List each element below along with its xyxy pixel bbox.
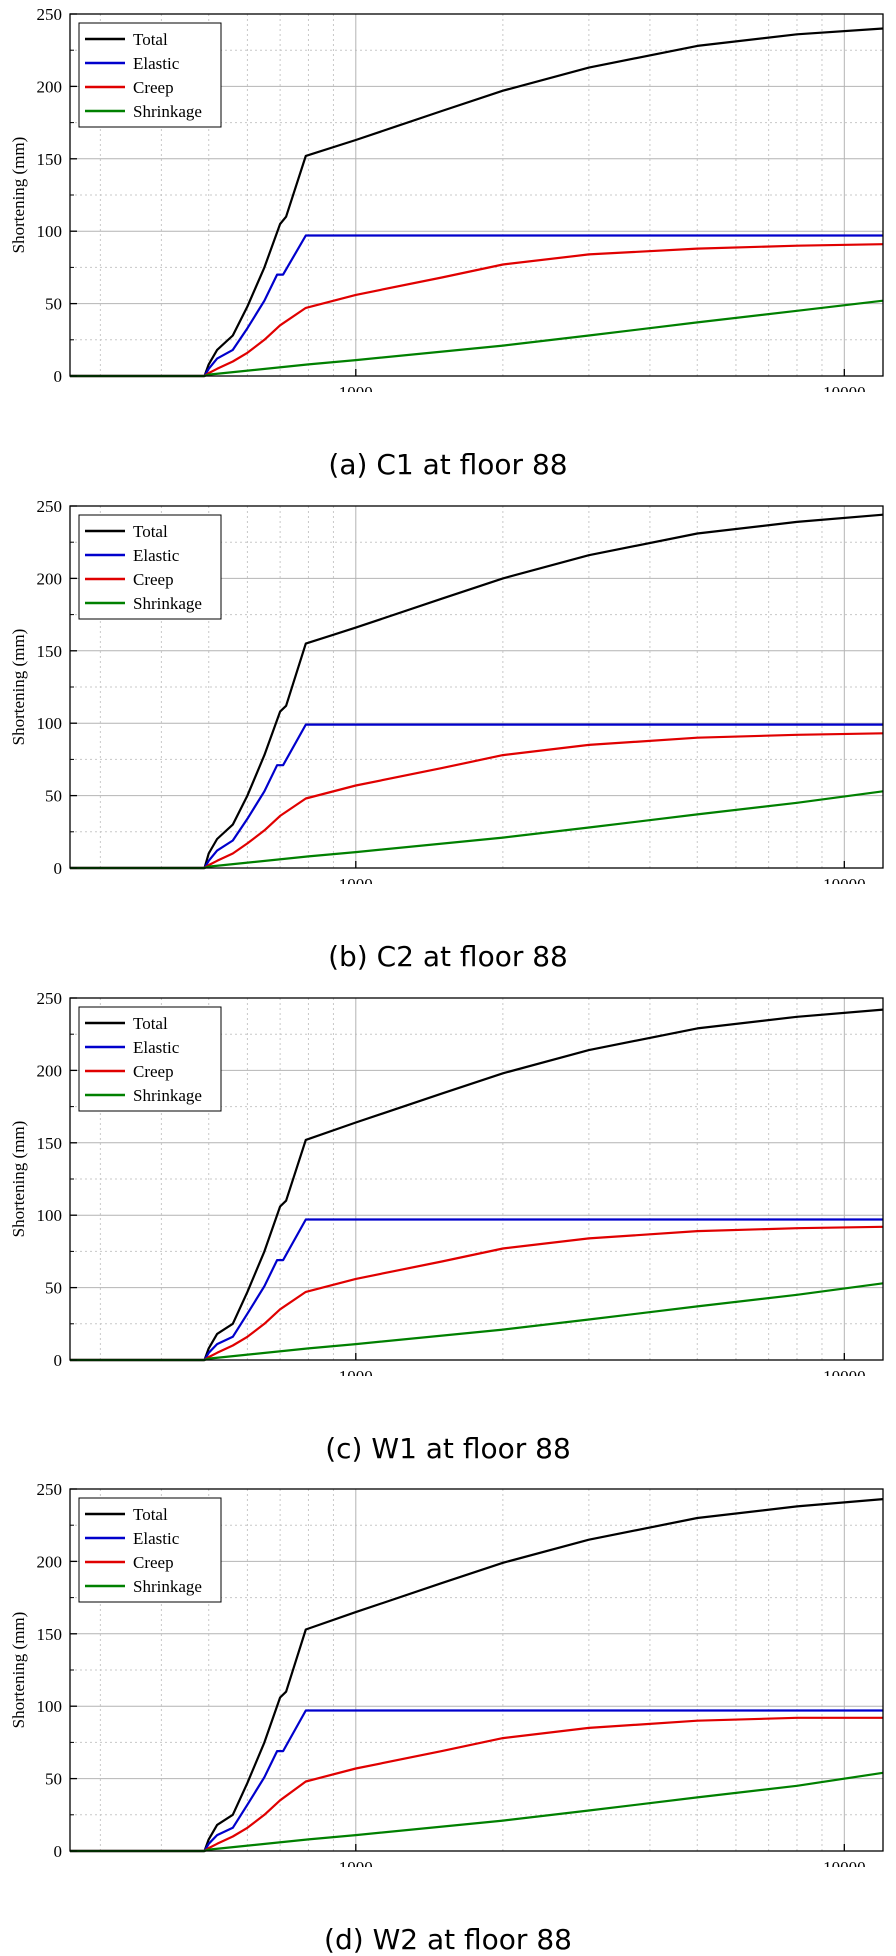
legend-label-shrinkage: Shrinkage [133, 102, 202, 121]
series-line-elastic [70, 723, 883, 870]
legend-label-shrinkage: Shrinkage [133, 1577, 202, 1596]
series-line-shrinkage [70, 1771, 884, 1853]
y-tick-label: 250 [37, 497, 63, 516]
chart-svg-c: 050100150200250100010000time in daysShor… [9, 989, 884, 1376]
y-tick-label: 250 [37, 989, 63, 1008]
y-axis-label: Shortening (mm) [9, 629, 28, 746]
y-axis-label: Shortening (mm) [9, 137, 28, 254]
y-tick-label: 0 [54, 367, 63, 386]
series-line-creep [70, 243, 884, 378]
legend-label-elastic: Elastic [133, 54, 180, 73]
series-line-total [70, 1498, 884, 1853]
legend-label-total: Total [133, 30, 168, 49]
y-tick-label: 150 [37, 642, 63, 661]
series-line-elastic [70, 1709, 883, 1853]
legend-label-total: Total [133, 1505, 168, 1524]
y-tick-label: 150 [37, 1134, 63, 1153]
series-line-shrinkage [70, 299, 884, 378]
series-line-total [70, 513, 884, 870]
x-tick-label: 1000 [339, 383, 373, 392]
x-tick-label: 1000 [339, 1367, 373, 1376]
series-line-elastic [70, 234, 883, 378]
legend-box [78, 1006, 222, 1112]
legend-label-shrinkage: Shrinkage [133, 1086, 202, 1105]
y-tick-label: 50 [45, 295, 62, 314]
chart-panel-d: 050100150200250100010000time in daysShor… [0, 1475, 896, 1956]
chart-caption-d: (d) W2 at floor 88 [324, 1923, 572, 1956]
y-tick-label: 150 [37, 1625, 63, 1644]
legend-label-elastic: Elastic [133, 1529, 180, 1548]
chart-panel-c: 050100150200250100010000time in daysShor… [0, 984, 896, 1465]
series-line-total [70, 27, 884, 378]
series-line-elastic [70, 1218, 883, 1362]
series-line-creep [70, 732, 884, 870]
x-tick-label: 10000 [823, 1858, 866, 1867]
legend-box [78, 1497, 222, 1603]
series-line-creep [70, 1225, 884, 1362]
chart-panel-a: 050100150200250100010000time in daysShor… [0, 0, 896, 481]
legend-label-total: Total [133, 522, 168, 541]
chart-svg-a: 050100150200250100010000time in daysShor… [9, 5, 884, 392]
y-tick-label: 100 [37, 714, 63, 733]
x-tick-label: 10000 [823, 875, 866, 884]
y-tick-label: 100 [37, 1697, 63, 1716]
series-line-shrinkage [70, 1282, 884, 1362]
series-line-shrinkage [70, 790, 884, 870]
y-tick-label: 250 [37, 1480, 63, 1499]
legend-label-elastic: Elastic [133, 546, 180, 565]
x-tick-label: 10000 [823, 383, 866, 392]
y-tick-label: 250 [37, 5, 63, 24]
y-tick-label: 0 [54, 859, 63, 878]
y-tick-label: 100 [37, 222, 63, 241]
legend-label-creep: Creep [133, 570, 174, 589]
chart-panel-b: 050100150200250100010000time in daysShor… [0, 492, 896, 973]
legend-label-shrinkage: Shrinkage [133, 594, 202, 613]
legend-label-total: Total [133, 1014, 168, 1033]
y-tick-label: 150 [37, 150, 63, 169]
y-tick-label: 200 [37, 1061, 63, 1080]
y-tick-label: 50 [45, 1770, 62, 1789]
legend-label-elastic: Elastic [133, 1038, 180, 1057]
chart-svg-d: 050100150200250100010000time in daysShor… [9, 1480, 884, 1867]
legend-label-creep: Creep [133, 1553, 174, 1572]
x-tick-label: 10000 [823, 1367, 866, 1376]
legend-label-creep: Creep [133, 1062, 174, 1081]
legend-box [78, 22, 222, 128]
y-tick-label: 0 [54, 1351, 63, 1370]
y-tick-label: 200 [37, 77, 63, 96]
y-tick-label: 100 [37, 1206, 63, 1225]
chart-caption-b: (b) C2 at floor 88 [328, 940, 568, 973]
chart-svg-b: 050100150200250100010000time in daysShor… [9, 497, 884, 884]
chart-caption-a: (a) C1 at floor 88 [328, 448, 568, 481]
y-tick-label: 50 [45, 787, 62, 806]
x-tick-label: 1000 [339, 1858, 373, 1867]
legend-box [78, 514, 222, 620]
series-line-creep [70, 1716, 883, 1853]
x-tick-label: 1000 [339, 875, 373, 884]
y-tick-label: 50 [45, 1279, 62, 1298]
series-line-total [70, 1008, 884, 1362]
y-axis-label: Shortening (mm) [9, 1612, 28, 1729]
y-tick-label: 200 [37, 569, 63, 588]
chart-caption-c: (c) W1 at floor 88 [325, 1432, 571, 1465]
y-tick-label: 0 [54, 1842, 63, 1861]
legend-label-creep: Creep [133, 78, 174, 97]
y-tick-label: 200 [37, 1552, 63, 1571]
y-axis-label: Shortening (mm) [9, 1121, 28, 1238]
